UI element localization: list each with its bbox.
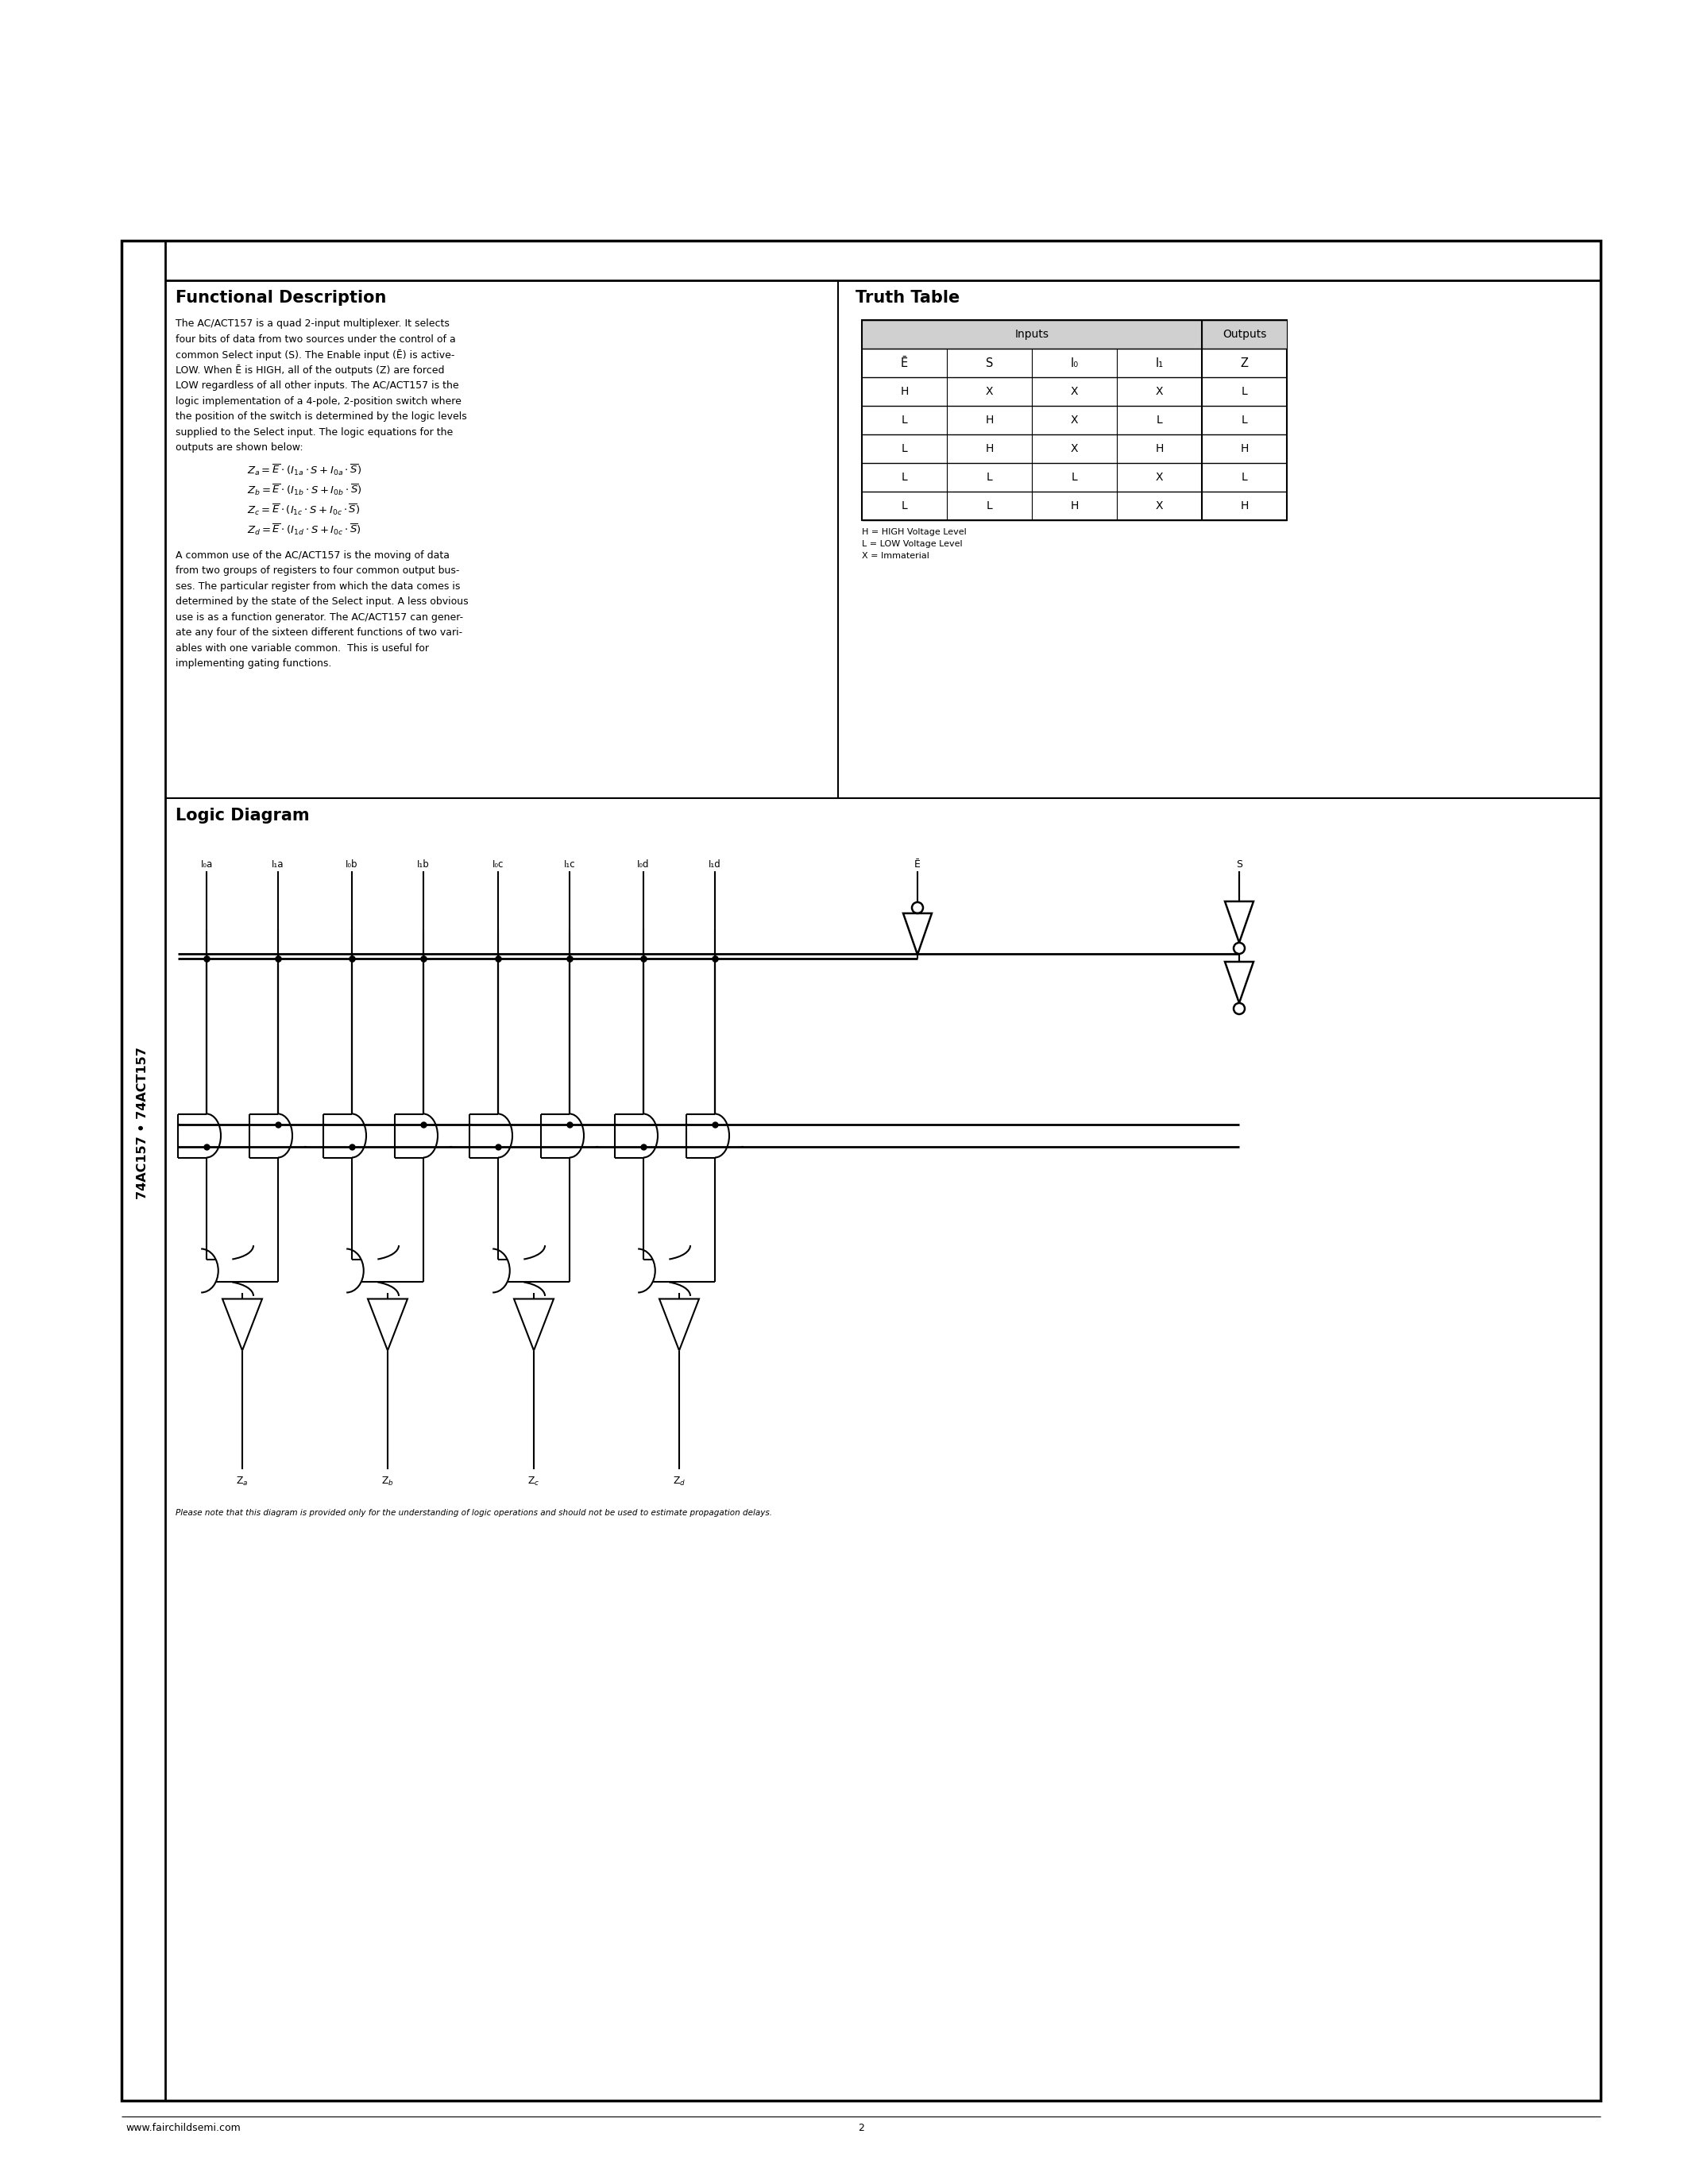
Text: X = Immaterial: X = Immaterial	[863, 553, 930, 559]
Text: I₀d: I₀d	[638, 858, 650, 869]
Text: Inputs: Inputs	[1014, 330, 1048, 341]
Text: common Select input (S). The Enable input (Ē) is active-: common Select input (S). The Enable inpu…	[176, 349, 454, 360]
Text: H: H	[986, 415, 994, 426]
Text: 74AC157 • 74ACT157: 74AC157 • 74ACT157	[137, 1046, 149, 1199]
Text: X: X	[1070, 443, 1079, 454]
Text: $Z_a = \overline{E} \cdot (I_{1a} \cdot S + I_{0a} \cdot \overline{S})$: $Z_a = \overline{E} \cdot (I_{1a} \cdot …	[246, 463, 361, 476]
Text: outputs are shown below:: outputs are shown below:	[176, 443, 304, 452]
Bar	[863, 321, 1202, 349]
Text: I₁: I₁	[1155, 356, 1163, 369]
Text: L: L	[1072, 472, 1077, 483]
Text: supplied to the Select input. The logic equations for the: supplied to the Select input. The logic …	[176, 426, 452, 437]
Text: I₁c: I₁c	[564, 858, 576, 869]
Text: from two groups of registers to four common output bus-: from two groups of registers to four com…	[176, 566, 459, 577]
Text: I₁b: I₁b	[417, 858, 430, 869]
Text: The AC/ACT157 is a quad 2-input multiplexer. It selects: The AC/ACT157 is a quad 2-input multiple…	[176, 319, 449, 330]
Text: L: L	[1156, 415, 1163, 426]
Text: H: H	[900, 387, 908, 397]
Text: H: H	[1070, 500, 1079, 511]
Text: Z$_a$: Z$_a$	[236, 1476, 248, 1487]
Text: H: H	[1241, 443, 1249, 454]
Text: X: X	[1156, 500, 1163, 511]
Text: $Z_c = \overline{E} \cdot (I_{1c} \cdot S + I_{0c} \cdot \overline{S})$: $Z_c = \overline{E} \cdot (I_{1c} \cdot …	[246, 502, 360, 518]
Text: L: L	[1241, 472, 1247, 483]
Text: Z$_c$: Z$_c$	[528, 1476, 540, 1487]
Text: I₀a: I₀a	[201, 858, 213, 869]
Text: ses. The particular register from which the data comes is: ses. The particular register from which …	[176, 581, 461, 592]
Text: Ē: Ē	[915, 858, 920, 869]
Text: X: X	[1070, 387, 1079, 397]
Bar	[122, 240, 1600, 2101]
Text: use is as a function generator. The AC/ACT157 can gener-: use is as a function generator. The AC/A…	[176, 612, 463, 622]
Text: I₀: I₀	[1070, 356, 1079, 369]
Text: ables with one variable common.  This is useful for: ables with one variable common. This is …	[176, 642, 429, 653]
Text: the position of the switch is determined by the logic levels: the position of the switch is determined…	[176, 411, 468, 422]
Bar	[1202, 321, 1286, 349]
Text: LOW regardless of all other inputs. The AC/ACT157 is the: LOW regardless of all other inputs. The …	[176, 380, 459, 391]
Text: S: S	[1236, 858, 1242, 869]
Text: X: X	[1070, 415, 1079, 426]
Text: L: L	[901, 443, 908, 454]
Text: Logic Diagram: Logic Diagram	[176, 808, 309, 823]
Bar	[863, 321, 1286, 520]
Text: 2: 2	[858, 2123, 864, 2134]
Text: X: X	[1156, 472, 1163, 483]
Text: Ē: Ē	[901, 356, 908, 369]
Text: ate any four of the sixteen different functions of two vari-: ate any four of the sixteen different fu…	[176, 627, 463, 638]
Text: Z$_b$: Z$_b$	[381, 1476, 393, 1487]
Text: Outputs: Outputs	[1222, 330, 1266, 341]
Text: four bits of data from two sources under the control of a: four bits of data from two sources under…	[176, 334, 456, 345]
Text: X: X	[986, 387, 993, 397]
Text: L: L	[986, 500, 993, 511]
Text: I₀c: I₀c	[493, 858, 503, 869]
Text: A common use of the AC/ACT157 is the moving of data: A common use of the AC/ACT157 is the mov…	[176, 550, 449, 561]
Text: H: H	[986, 443, 994, 454]
Text: I₁a: I₁a	[272, 858, 284, 869]
Text: H = HIGH Voltage Level: H = HIGH Voltage Level	[863, 529, 967, 535]
Text: determined by the state of the Select input. A less obvious: determined by the state of the Select in…	[176, 596, 468, 607]
Text: www.fairchildsemi.com: www.fairchildsemi.com	[125, 2123, 240, 2134]
Text: L: L	[1241, 387, 1247, 397]
Text: H: H	[1155, 443, 1163, 454]
Text: Please note that this diagram is provided only for the understanding of logic op: Please note that this diagram is provide…	[176, 1509, 771, 1518]
Text: L: L	[901, 472, 908, 483]
Text: Z$_d$: Z$_d$	[674, 1476, 685, 1487]
Text: L = LOW Voltage Level: L = LOW Voltage Level	[863, 539, 962, 548]
Text: Truth Table: Truth Table	[856, 290, 960, 306]
Text: implementing gating functions.: implementing gating functions.	[176, 657, 331, 668]
Text: Functional Description: Functional Description	[176, 290, 387, 306]
Text: X: X	[1156, 387, 1163, 397]
Text: L: L	[986, 472, 993, 483]
Text: L: L	[901, 415, 908, 426]
Text: LOW. When Ē is HIGH, all of the outputs (Z) are forced: LOW. When Ē is HIGH, all of the outputs …	[176, 365, 444, 376]
Text: H: H	[1241, 500, 1249, 511]
Text: logic implementation of a 4-pole, 2-position switch where: logic implementation of a 4-pole, 2-posi…	[176, 395, 461, 406]
Text: I₀b: I₀b	[346, 858, 358, 869]
Text: $Z_b = \overline{E} \cdot (I_{1b} \cdot S + I_{0b} \cdot \overline{S})$: $Z_b = \overline{E} \cdot (I_{1b} \cdot …	[246, 483, 361, 498]
Text: S: S	[986, 356, 993, 369]
Text: L: L	[901, 500, 908, 511]
Text: I₁d: I₁d	[709, 858, 721, 869]
Text: Z: Z	[1241, 356, 1249, 369]
Text: $Z_d = \overline{E} \cdot (I_{1d} \cdot S + I_{0c} \cdot \overline{S})$: $Z_d = \overline{E} \cdot (I_{1d} \cdot …	[246, 522, 361, 537]
Text: L: L	[1241, 415, 1247, 426]
